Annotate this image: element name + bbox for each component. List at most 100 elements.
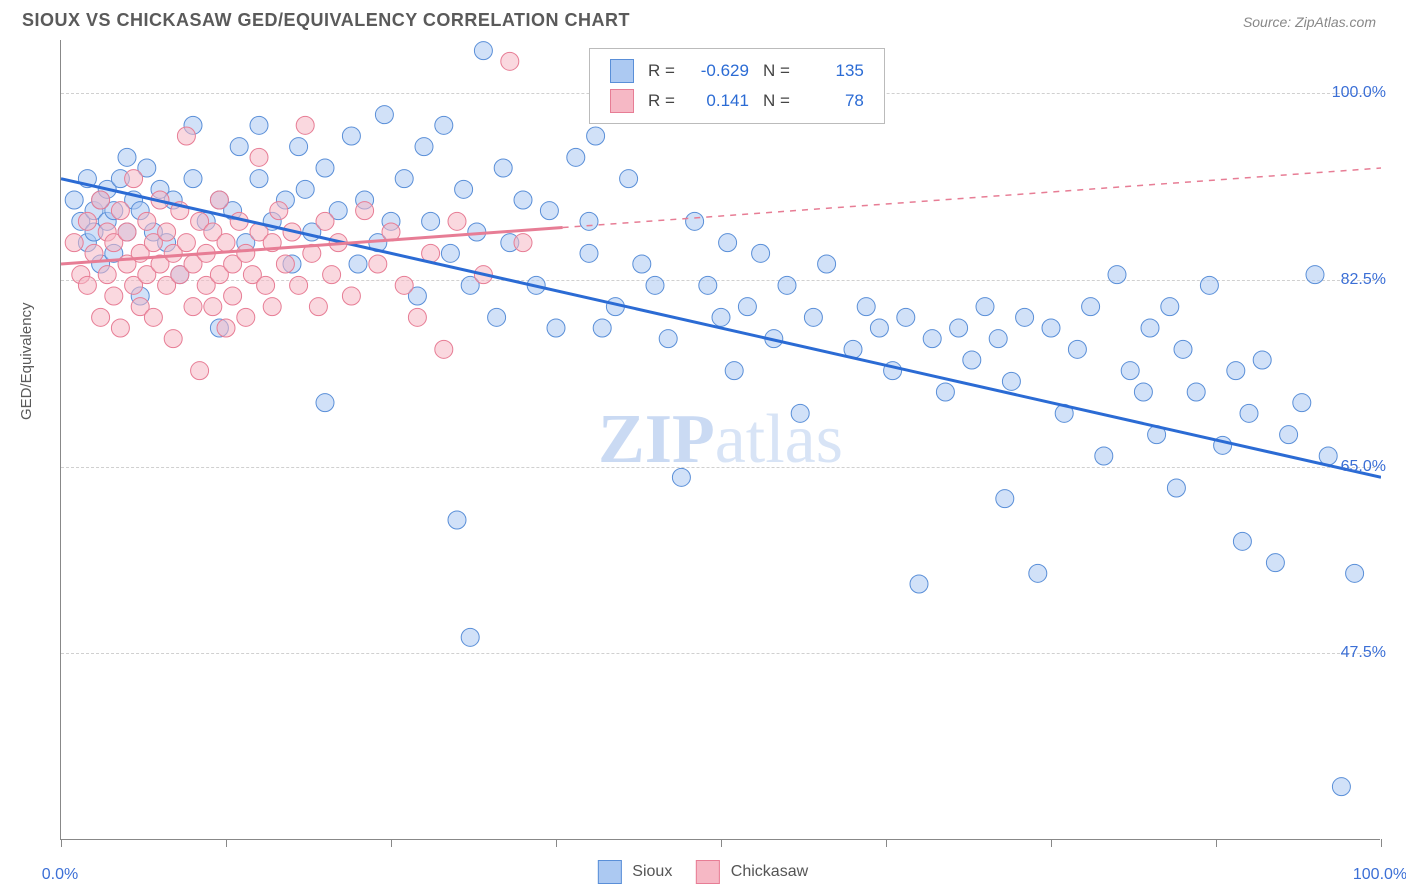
x-tick (721, 839, 722, 847)
data-point (1134, 383, 1152, 401)
data-point (1266, 554, 1284, 572)
n-value-sioux: 135 (804, 61, 864, 81)
x-tick (556, 839, 557, 847)
data-point (1002, 372, 1020, 390)
data-point (686, 212, 704, 230)
data-point (78, 276, 96, 294)
legend-swatch-chickasaw (696, 860, 720, 884)
data-point (435, 116, 453, 134)
data-point (65, 191, 83, 209)
x-tick (1381, 839, 1382, 847)
data-point (316, 394, 334, 412)
y-tick-label: 65.0% (1341, 458, 1386, 476)
data-point (488, 308, 506, 326)
data-point (448, 511, 466, 529)
data-point (936, 383, 954, 401)
data-point (593, 319, 611, 337)
data-point (191, 362, 209, 380)
data-point (65, 234, 83, 252)
data-point (224, 287, 242, 305)
data-point (184, 170, 202, 188)
data-point (296, 116, 314, 134)
data-point (118, 148, 136, 166)
data-point (1319, 447, 1337, 465)
stats-row-chickasaw: R = 0.141 N = 78 (604, 87, 870, 115)
data-point (976, 298, 994, 316)
data-point (415, 138, 433, 156)
data-point (316, 212, 334, 230)
data-point (1306, 266, 1324, 284)
data-point (230, 138, 248, 156)
trend-line-solid (61, 179, 1381, 478)
data-point (177, 234, 195, 252)
data-point (448, 212, 466, 230)
n-value-chickasaw: 78 (804, 91, 864, 111)
n-label: N = (757, 87, 796, 115)
stats-table: R = -0.629 N = 135 R = 0.141 N = 78 (602, 55, 872, 117)
chart-title: SIOUX VS CHICKASAW GED/EQUIVALENCY CORRE… (22, 10, 630, 31)
data-point (92, 191, 110, 209)
data-point (804, 308, 822, 326)
y-tick-label: 47.5% (1341, 644, 1386, 662)
x-tick (1216, 839, 1217, 847)
data-point (461, 628, 479, 646)
r-value-sioux: -0.629 (689, 61, 749, 81)
x-tick (226, 839, 227, 847)
data-point (1095, 447, 1113, 465)
data-point (1082, 298, 1100, 316)
data-point (263, 298, 281, 316)
data-point (1240, 404, 1258, 422)
data-point (323, 266, 341, 284)
x-min-label: 0.0% (42, 866, 78, 884)
data-point (237, 244, 255, 262)
data-point (1108, 266, 1126, 284)
data-point (633, 255, 651, 273)
data-point (897, 308, 915, 326)
data-point (342, 127, 360, 145)
y-axis-label: GED/Equivalency (18, 302, 35, 420)
data-point (250, 148, 268, 166)
data-point (620, 170, 638, 188)
data-point (540, 202, 558, 220)
data-point (164, 330, 182, 348)
data-point (290, 276, 308, 294)
data-point (514, 191, 532, 209)
legend-swatch-sioux (598, 860, 622, 884)
data-point (1187, 383, 1205, 401)
data-point (587, 127, 605, 145)
data-point (217, 234, 235, 252)
stats-row-sioux: R = -0.629 N = 135 (604, 57, 870, 85)
data-point (296, 180, 314, 198)
data-point (646, 276, 664, 294)
data-point (778, 276, 796, 294)
data-point (290, 138, 308, 156)
data-point (217, 319, 235, 337)
data-point (85, 244, 103, 262)
data-point (1174, 340, 1192, 358)
data-point (125, 170, 143, 188)
data-point (738, 298, 756, 316)
data-point (441, 244, 459, 262)
data-point (78, 212, 96, 230)
data-point (567, 148, 585, 166)
data-point (177, 127, 195, 145)
n-label: N = (757, 57, 796, 85)
data-point (138, 212, 156, 230)
legend-label-sioux: Sioux (632, 863, 672, 880)
data-point (316, 159, 334, 177)
data-point (184, 298, 202, 316)
data-point (369, 255, 387, 273)
data-point (435, 340, 453, 358)
data-point (996, 490, 1014, 508)
legend-bottom: Sioux Chickasaw (598, 860, 808, 884)
data-point (422, 212, 440, 230)
legend-label-chickasaw: Chickasaw (731, 863, 808, 880)
data-point (989, 330, 1007, 348)
data-point (105, 287, 123, 305)
trend-line-dashed (563, 168, 1381, 228)
data-point (1016, 308, 1034, 326)
legend-item-chickasaw: Chickasaw (696, 860, 808, 884)
data-point (514, 234, 532, 252)
x-tick (886, 839, 887, 847)
data-point (250, 170, 268, 188)
